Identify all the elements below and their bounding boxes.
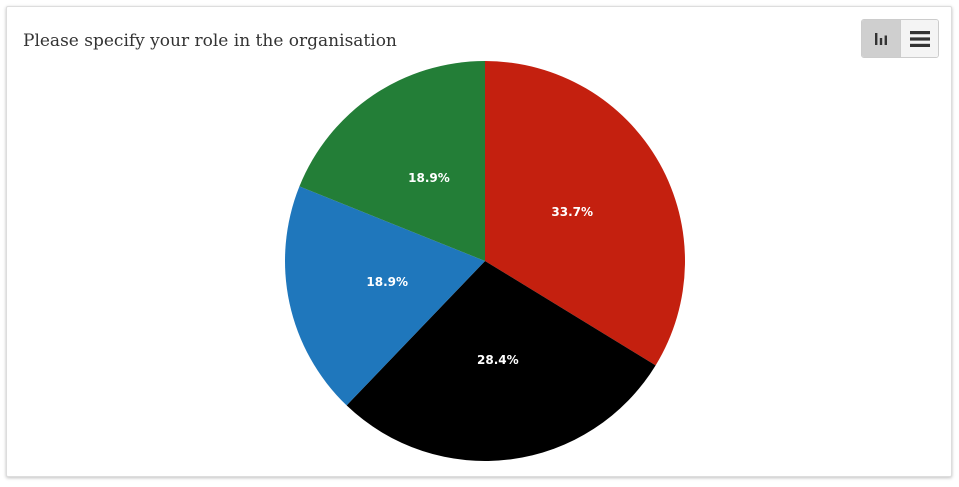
- bar-chart-icon: [875, 32, 887, 45]
- pie-slice-2[interactable]: [346, 261, 656, 461]
- chart-title: Please specify your role in the organisa…: [23, 31, 397, 51]
- chart-view-button[interactable]: [862, 20, 900, 57]
- slice-label-4: 18.9%: [408, 171, 450, 185]
- table-view-button[interactable]: [900, 20, 938, 57]
- slice-label-1: 33.7%: [551, 205, 593, 219]
- view-toggle: [861, 19, 939, 58]
- pie-slice-3[interactable]: [285, 186, 485, 406]
- pie-slice-4[interactable]: [299, 61, 485, 261]
- slice-label-2: 28.4%: [477, 353, 519, 367]
- list-icon: [909, 30, 930, 47]
- slice-label-3: 18.9%: [366, 275, 408, 289]
- pie-slice-1[interactable]: [485, 61, 686, 366]
